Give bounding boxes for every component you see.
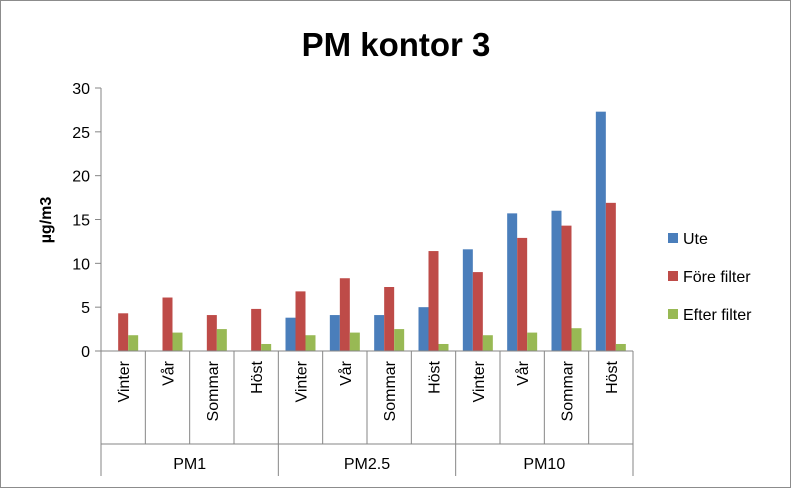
bar — [374, 315, 385, 351]
y-tick-label: 30 — [72, 81, 90, 98]
bar — [394, 329, 405, 351]
group-label: PM10 — [523, 456, 565, 473]
bar — [517, 237, 528, 351]
legend-label: Före filter — [683, 269, 751, 286]
bar — [561, 225, 572, 351]
category-label: Vinter — [116, 360, 133, 402]
bar — [329, 315, 340, 351]
bar — [527, 332, 538, 351]
bar — [472, 272, 483, 351]
bar — [571, 328, 582, 351]
category-label: Sommar — [560, 360, 577, 421]
bar — [295, 291, 306, 351]
category-label: Höst — [249, 360, 266, 393]
bar — [507, 213, 518, 351]
bar — [128, 335, 139, 351]
group-label: PM1 — [173, 456, 206, 473]
category-label: Höst — [427, 360, 444, 393]
category-label: Vår — [514, 360, 532, 386]
bar — [428, 251, 439, 351]
bar — [384, 287, 395, 351]
category-label: Vinter — [294, 360, 311, 402]
y-tick-label: 0 — [81, 344, 90, 361]
category-label: Vinter — [471, 360, 488, 402]
category-label: Sommar — [382, 360, 399, 421]
bar — [305, 335, 316, 351]
bar — [216, 329, 227, 351]
legend-swatch — [668, 309, 678, 319]
category-label: Höst — [604, 360, 621, 393]
bar — [339, 278, 350, 351]
bar — [482, 335, 493, 351]
bar — [462, 249, 473, 351]
chart-title: PM kontor 3 — [302, 26, 491, 63]
bar — [251, 308, 262, 351]
bar — [349, 332, 360, 351]
bar — [418, 307, 429, 351]
bar — [261, 343, 272, 351]
category-label: Sommar — [205, 360, 222, 421]
y-axis-label: µg/m3 — [38, 197, 55, 244]
bar — [118, 313, 129, 351]
y-tick-label: 15 — [72, 213, 90, 230]
legend-swatch — [668, 271, 678, 281]
legend-swatch — [668, 233, 678, 243]
bar — [551, 210, 562, 351]
bar — [162, 297, 173, 351]
bar — [172, 332, 183, 351]
y-tick-label: 25 — [72, 125, 90, 142]
y-tick-label: 10 — [72, 256, 90, 273]
bar — [595, 111, 606, 351]
plot-area: 0 5 10 15 20 25 30 Vinter Vår Sommar Höst Vinter Vår… — [72, 81, 634, 476]
bar — [438, 343, 449, 351]
y-tick-label: 5 — [81, 300, 90, 317]
group-label: PM2.5 — [344, 456, 390, 473]
bar — [206, 315, 217, 351]
y-tick-label: 20 — [72, 169, 90, 186]
bar — [285, 317, 296, 351]
legend: Ute Före filter Efter filter — [668, 231, 752, 324]
bar — [615, 343, 626, 351]
category-label: Vår — [337, 360, 355, 386]
category-label: Vår — [160, 360, 178, 386]
legend-label: Efter filter — [683, 307, 752, 324]
bar — [605, 202, 616, 351]
legend-label: Ute — [683, 231, 708, 248]
